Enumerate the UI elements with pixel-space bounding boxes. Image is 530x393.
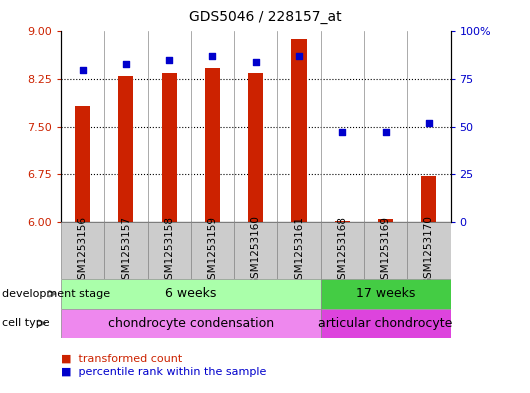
Bar xyxy=(248,73,263,222)
Text: articular chondrocyte: articular chondrocyte xyxy=(319,317,453,330)
Text: GSM1253170: GSM1253170 xyxy=(424,216,434,285)
Bar xyxy=(162,73,176,222)
Text: GSM1253161: GSM1253161 xyxy=(294,215,304,286)
Bar xyxy=(292,39,306,222)
Text: ■  percentile rank within the sample: ■ percentile rank within the sample xyxy=(61,367,266,377)
Text: GSM1253156: GSM1253156 xyxy=(77,215,87,286)
Bar xyxy=(407,222,450,279)
Point xyxy=(295,53,303,59)
Bar xyxy=(335,221,350,222)
Text: GSM1253159: GSM1253159 xyxy=(207,215,217,286)
Bar xyxy=(277,222,321,279)
Bar xyxy=(421,176,436,222)
Bar xyxy=(75,107,90,222)
Bar xyxy=(191,222,234,279)
Text: GSM1253169: GSM1253169 xyxy=(381,215,391,286)
Point xyxy=(78,66,87,73)
Bar xyxy=(61,279,321,309)
Text: cell type: cell type xyxy=(2,318,49,328)
Bar xyxy=(321,279,450,309)
Text: development stage: development stage xyxy=(2,289,110,299)
Text: chondrocyte condensation: chondrocyte condensation xyxy=(108,317,274,330)
Point xyxy=(121,61,130,67)
Text: GDS5046 / 228157_at: GDS5046 / 228157_at xyxy=(189,10,341,24)
Bar xyxy=(61,309,321,338)
Text: GSM1253168: GSM1253168 xyxy=(337,215,347,286)
Text: GSM1253157: GSM1253157 xyxy=(121,215,131,286)
Text: GSM1253160: GSM1253160 xyxy=(251,216,261,285)
Text: ■  transformed count: ■ transformed count xyxy=(61,354,182,364)
Bar xyxy=(147,222,191,279)
Bar xyxy=(321,309,450,338)
Bar xyxy=(364,222,407,279)
Point xyxy=(425,120,433,126)
Point xyxy=(382,129,390,136)
Bar xyxy=(321,222,364,279)
Bar xyxy=(205,68,220,222)
Text: GSM1253158: GSM1253158 xyxy=(164,215,174,286)
Point xyxy=(208,53,217,59)
Bar xyxy=(61,222,104,279)
Point xyxy=(165,57,173,63)
Point xyxy=(251,59,260,65)
Text: 6 weeks: 6 weeks xyxy=(165,287,216,300)
Text: 17 weeks: 17 weeks xyxy=(356,287,416,300)
Bar xyxy=(234,222,277,279)
Bar xyxy=(378,219,393,222)
Point xyxy=(338,129,347,136)
Bar xyxy=(118,76,134,222)
Bar xyxy=(104,222,147,279)
